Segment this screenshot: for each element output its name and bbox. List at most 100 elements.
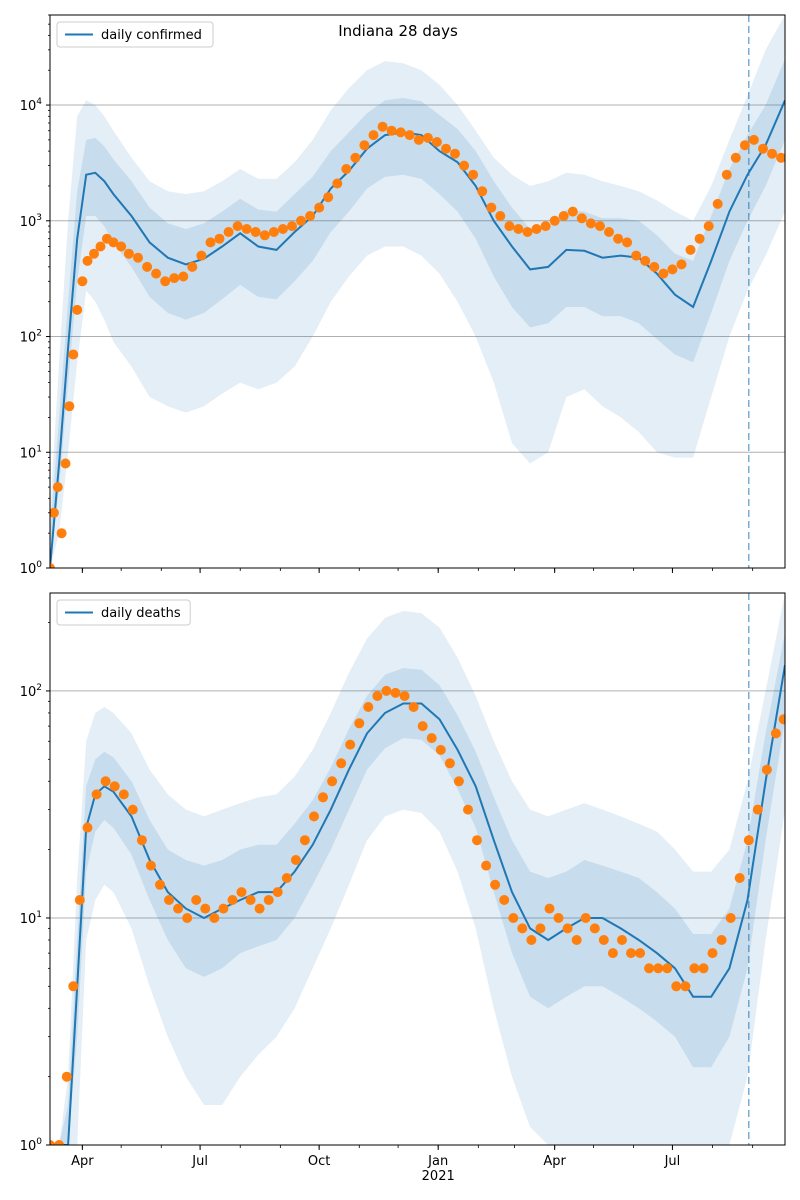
observed-point bbox=[562, 923, 573, 934]
observed-point bbox=[72, 304, 83, 315]
observed-point bbox=[431, 137, 442, 147]
observed-point bbox=[490, 879, 501, 890]
observed-point bbox=[513, 224, 524, 234]
plot-frame bbox=[49, 14, 786, 569]
observed-point bbox=[363, 702, 374, 712]
observed-point bbox=[776, 152, 785, 163]
observed-point bbox=[576, 213, 587, 224]
observed-point bbox=[209, 913, 220, 923]
plot-area bbox=[50, 593, 785, 1145]
observed-point bbox=[662, 963, 673, 974]
observed-point bbox=[299, 835, 310, 846]
observed-point bbox=[52, 482, 63, 493]
observed-point bbox=[56, 528, 67, 539]
observed-point bbox=[377, 121, 388, 132]
observed-point bbox=[408, 702, 419, 712]
observed-point bbox=[680, 981, 691, 992]
observed-point bbox=[676, 259, 687, 270]
observed-point bbox=[444, 758, 455, 769]
observed-point bbox=[133, 252, 143, 263]
observed-point bbox=[459, 160, 470, 171]
observed-point bbox=[281, 873, 292, 883]
observed-point bbox=[767, 148, 778, 159]
observed-point bbox=[160, 276, 171, 287]
observed-point bbox=[50, 1140, 55, 1145]
observed-point bbox=[390, 687, 401, 698]
observed-point bbox=[463, 804, 473, 815]
observed-point bbox=[694, 233, 705, 244]
observed-point bbox=[553, 913, 564, 923]
legend-label: daily deaths bbox=[101, 606, 181, 621]
observed-point bbox=[644, 963, 655, 974]
observed-point bbox=[413, 134, 424, 145]
observed-point bbox=[82, 822, 93, 833]
observed-point bbox=[422, 132, 433, 143]
observed-point bbox=[635, 948, 646, 959]
observed-point bbox=[77, 276, 88, 287]
observed-point bbox=[761, 764, 772, 775]
observed-point bbox=[758, 143, 768, 154]
y-tick-label: 103 bbox=[20, 213, 42, 230]
observed-point bbox=[254, 903, 265, 914]
observed-point bbox=[721, 169, 732, 180]
observed-point bbox=[417, 721, 428, 732]
observed-point bbox=[477, 186, 488, 197]
observed-point bbox=[653, 963, 664, 974]
observed-point bbox=[290, 855, 301, 865]
observed-point bbox=[287, 221, 297, 232]
y-tick-label: 100 bbox=[20, 560, 43, 577]
observed-point bbox=[200, 903, 211, 914]
observed-point bbox=[386, 125, 397, 136]
observed-point bbox=[151, 268, 162, 279]
x-tick-label: Oct bbox=[308, 1154, 330, 1169]
observed-point bbox=[453, 776, 464, 787]
observed-point bbox=[191, 895, 202, 905]
observed-point bbox=[748, 134, 759, 145]
observed-point bbox=[127, 804, 138, 815]
observed-point bbox=[296, 215, 306, 226]
observed-point bbox=[649, 261, 660, 272]
observed-point bbox=[595, 221, 605, 232]
observed-point bbox=[95, 241, 106, 252]
observed-point bbox=[169, 273, 180, 284]
observed-point bbox=[712, 198, 723, 209]
observed-point bbox=[508, 913, 519, 923]
observed-point bbox=[730, 152, 741, 163]
observed-point bbox=[658, 268, 669, 279]
observed-point bbox=[626, 948, 636, 959]
observed-point bbox=[354, 718, 365, 729]
observed-point bbox=[368, 130, 379, 141]
observed-point bbox=[100, 776, 111, 787]
observed-point bbox=[381, 685, 392, 696]
y-tick-label: 102 bbox=[20, 329, 42, 346]
x-tick-label: 2021 bbox=[422, 1169, 455, 1184]
observed-point bbox=[263, 895, 274, 905]
uncertainty-band-outer bbox=[50, 15, 785, 568]
observed-point bbox=[54, 1140, 65, 1145]
y-tick-label: 101 bbox=[20, 910, 42, 927]
observed-point bbox=[472, 835, 482, 846]
observed-point bbox=[142, 261, 153, 272]
observed-point bbox=[495, 211, 506, 221]
observed-point bbox=[504, 221, 515, 232]
y-tick-label: 100 bbox=[20, 1137, 43, 1154]
uncertainty-band-inner bbox=[50, 59, 785, 568]
observed-point bbox=[450, 148, 460, 159]
observed-point bbox=[558, 211, 569, 221]
observed-point bbox=[68, 349, 79, 360]
observed-point bbox=[341, 164, 352, 174]
observed-point bbox=[82, 255, 93, 266]
x-tick-label: Jan bbox=[427, 1154, 448, 1169]
model-line bbox=[50, 664, 785, 1145]
observed-point bbox=[268, 227, 279, 237]
observed-point bbox=[116, 241, 127, 252]
observed-point bbox=[571, 935, 582, 945]
observed-point bbox=[250, 227, 261, 237]
observed-point bbox=[350, 152, 361, 163]
observed-point bbox=[716, 935, 727, 945]
observed-point bbox=[372, 691, 383, 701]
uncertainty-band-inner bbox=[50, 633, 785, 1145]
observed-point bbox=[725, 913, 736, 923]
observed-point bbox=[109, 781, 120, 792]
